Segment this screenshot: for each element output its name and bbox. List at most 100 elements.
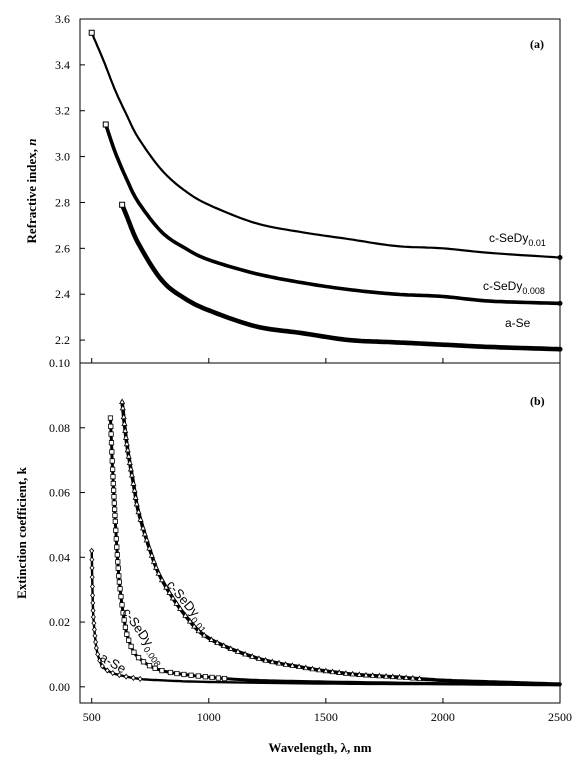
panel-a-y-tick-label: 2.4	[55, 287, 70, 301]
panel-b-series-marker-1	[116, 579, 122, 585]
panel-a-series-sub: 0.008	[522, 286, 545, 296]
panel-b-series-marker-0	[262, 657, 269, 663]
panel-b-series-marker-1	[111, 500, 117, 506]
panel-b-series-marker-0	[316, 666, 323, 673]
panel-b-series-marker-0	[249, 653, 256, 659]
panel-b-series-marker-2	[123, 673, 129, 680]
panel-b-series-marker-0	[234, 648, 241, 654]
panel-b-series-marker-0	[128, 471, 136, 478]
panel-b-series-marker-1	[118, 594, 124, 600]
panel-b-y-tick-label: 0.02	[49, 615, 70, 629]
panel-b-series-marker-0	[127, 465, 134, 472]
panel-b-series-marker-2	[89, 556, 95, 563]
panel-b-series-marker-0	[186, 617, 194, 624]
panel-a-series-name: c-SeDy	[489, 231, 528, 245]
panel-a-series-start-marker-2	[119, 201, 126, 208]
panel-a-series-label-0: c-SeDy0.01	[489, 231, 546, 248]
panel-b-series-marker-1	[174, 670, 180, 677]
panel-a-y-tick-label: 2.6	[55, 241, 70, 255]
panel-a-series-start-marker-0	[88, 29, 95, 36]
panel-a-series-end-marker-0	[557, 255, 563, 261]
panel-b-series-marker-0	[150, 558, 158, 564]
panel-b-series-marker-2	[92, 632, 98, 639]
panel-b-series-marker-1	[110, 480, 116, 487]
panel-b-series-marker-1	[152, 665, 158, 671]
panel-b-frame	[79, 362, 561, 704]
panel-b-series-marker-1	[112, 506, 118, 512]
panel-b-series-marker-0	[146, 544, 153, 551]
panel-b-series-sub: 0.008	[142, 645, 163, 669]
panel-a: 2.22.42.62.83.03.23.43.6c-SeDy0.01c-SeDy…	[55, 12, 563, 363]
panel-b-series-marker-0	[195, 627, 202, 634]
panel-b-series-marker-2	[93, 644, 99, 651]
panel-b-series-marker-1	[135, 655, 142, 661]
panel-b-series-marker-1	[115, 565, 121, 571]
panel-b-series-marker-0	[362, 671, 370, 678]
panel-b-series-marker-2	[116, 672, 122, 679]
panel-b-series-marker-0	[139, 524, 147, 531]
panel-b-series-marker-1	[113, 527, 119, 533]
panel-b-series-marker-2	[89, 574, 95, 581]
panel-b-series-marker-1	[181, 671, 187, 678]
panel-a-y-tick-label: 3.2	[55, 104, 70, 118]
panel-b-series-marker-1	[195, 673, 201, 679]
panel-b-series-marker-0	[158, 576, 166, 583]
panel-b-series-marker-0	[201, 631, 208, 638]
panel-b-series-marker-0	[148, 551, 155, 558]
panel-b-series-marker-1	[112, 512, 118, 519]
panel-b-series-marker-1	[122, 624, 129, 630]
panel-b-series-marker-1	[116, 573, 122, 579]
panel-b-series-marker-0	[296, 663, 303, 670]
panel-b-series-marker-0	[356, 671, 363, 677]
panel-b-series-marker-2	[91, 620, 97, 627]
panel-b-series-marker-2	[89, 583, 95, 590]
panel-b-series-marker-1	[114, 552, 120, 558]
panel-b-series-marker-1	[113, 536, 119, 542]
panel-b-series-line-2	[90, 549, 562, 687]
panel-b-series-marker-1	[146, 663, 153, 669]
panel-b-series-marker-1	[115, 559, 121, 565]
panel-a-y-title: Refractive index, n	[24, 138, 39, 243]
panel-b-series-marker-2	[91, 626, 97, 633]
panel-b-series-marker-1	[110, 474, 116, 480]
panel-b-series-marker-1	[112, 518, 118, 525]
panel-b-series-marker-2	[90, 607, 96, 614]
panel-a-y-title-text: Refractive index,	[24, 146, 39, 244]
panel-b-series-marker-1	[221, 675, 228, 682]
panel-b-series-marker-2	[95, 651, 101, 658]
panel-a-series-name: c-SeDy	[483, 279, 522, 293]
panel-b-series-marker-1	[111, 494, 117, 500]
panel-b-series-marker-1	[140, 659, 147, 665]
panel-b-series-marker-2	[97, 657, 103, 664]
panel-b-series-marker-2	[130, 674, 136, 681]
panel-b-series-marker-0	[122, 434, 130, 440]
panel-b-series-marker-0	[302, 664, 309, 671]
panel-b-series-marker-0	[269, 658, 276, 665]
panel-b-series-line-1	[108, 416, 562, 686]
panel-b: 0.00 0.02 0.04 0.06 0.08 0.10 500 1000 1500 2000 2…	[49, 356, 572, 724]
panel-b-series-marker-1	[111, 487, 117, 493]
panel-b-series-marker-1	[124, 631, 130, 637]
panel-b-series-marker-2	[93, 638, 99, 645]
panel-b-series-marker-2	[137, 675, 143, 682]
panel-a-series-name: a-Se	[505, 316, 531, 330]
panel-b-series-marker-2	[110, 670, 116, 677]
panel-b-series-marker-0	[182, 612, 189, 618]
panel-b-series-marker-2	[90, 599, 96, 606]
panel-b-series-marker-0	[416, 675, 423, 682]
panel-a-y-tick-label: 2.8	[55, 195, 70, 209]
panel-b-series-marker-1	[215, 675, 221, 681]
panel-b-series-marker-1	[167, 669, 174, 676]
panel-b-series-marker-0	[349, 670, 356, 677]
panel-b-series-marker-2	[89, 564, 95, 571]
panel-b-series-marker-0	[141, 530, 148, 537]
panel-b-series-marker-0	[123, 440, 130, 447]
panel-b-series-marker-0	[120, 413, 127, 420]
panel-b-series-marker-1	[108, 440, 115, 446]
panel-b-series-marker-0	[132, 494, 139, 500]
panel-a-series-start-marker-1	[102, 121, 109, 128]
panel-b-series-marker-0	[289, 662, 296, 668]
panel-b-series-marker-0	[135, 508, 142, 515]
panel-b-series-marker-1	[202, 674, 208, 680]
panel-b-series-marker-0	[329, 668, 336, 675]
